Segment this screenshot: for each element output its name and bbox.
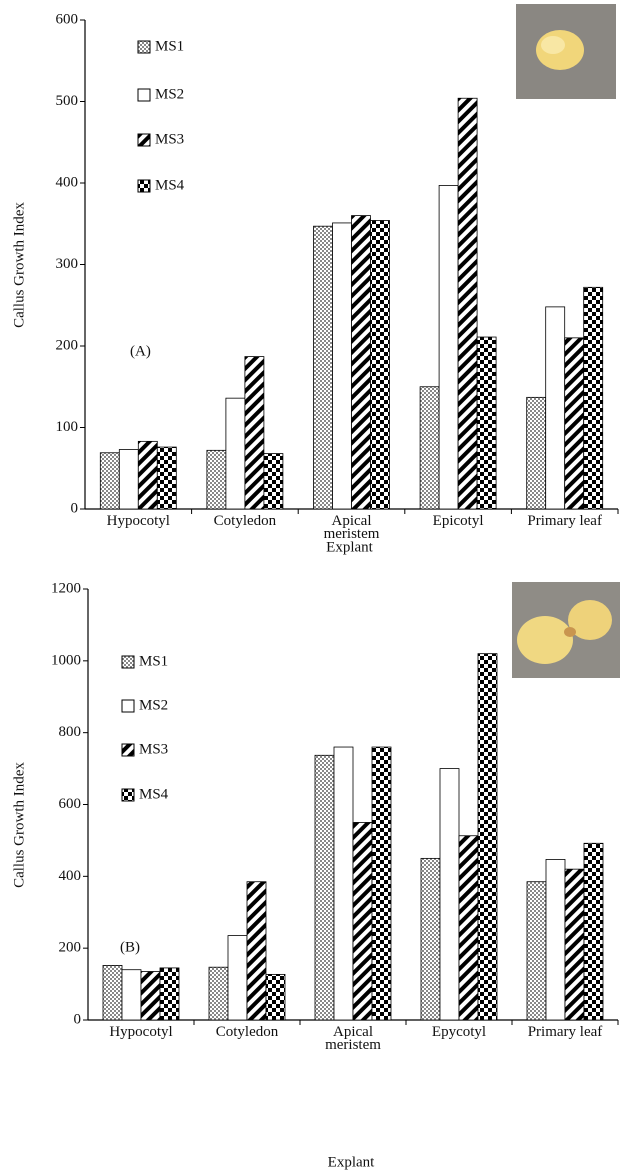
- bar: [353, 822, 372, 1020]
- bar: [371, 220, 390, 509]
- legend-swatch: [138, 89, 150, 101]
- y-tick-label: 500: [56, 93, 79, 109]
- x-tick-label: Hypocotyl: [92, 515, 184, 528]
- legend-label: MS1: [139, 653, 168, 669]
- y-tick-label: 0: [74, 1011, 82, 1027]
- y-tick-label: 400: [56, 174, 79, 190]
- y-tick-label: 600: [59, 796, 82, 812]
- x-axis-label: Explant: [328, 1154, 375, 1170]
- bar: [209, 967, 228, 1020]
- legend-label: MS3: [139, 741, 168, 757]
- x-tick-label: Primary leaf: [519, 1026, 611, 1039]
- annotation: (A): [130, 343, 151, 359]
- x-tick-label: Cotyledon: [199, 515, 291, 528]
- legend-swatch: [122, 700, 134, 712]
- bar: [157, 447, 176, 509]
- x-tick-label: Apical meristem: [307, 1026, 399, 1052]
- y-axis-label: Callus Growth Index: [11, 202, 27, 328]
- bar: [228, 936, 247, 1020]
- bar: [565, 869, 584, 1020]
- bar: [352, 216, 371, 509]
- bar: [103, 965, 122, 1020]
- bar: [459, 836, 478, 1020]
- bar: [266, 974, 285, 1020]
- legend-swatch: [138, 180, 150, 192]
- x-tick-label: Primary leaf: [519, 515, 611, 528]
- bar: [527, 882, 546, 1020]
- x-tick-label: Epycotyl: [413, 1026, 505, 1039]
- y-tick-label: 200: [56, 337, 79, 353]
- chart: 0 100 200 300 400 500 600 MS1 MS2 MS3 MS4 (A) Explan…: [0, 0, 626, 1173]
- figure: 0 100 200 300 400 500 600 MS1 MS2 MS3 MS4 (A) Explan…: [0, 0, 626, 1173]
- bar: [420, 387, 439, 509]
- bar: [141, 972, 160, 1020]
- bar: [421, 858, 440, 1020]
- bar: [207, 450, 226, 509]
- y-tick-label: 200: [59, 940, 82, 956]
- legend-label: MS2: [139, 697, 168, 713]
- bar: [314, 226, 333, 509]
- bar: [334, 747, 353, 1020]
- annotation: (B): [120, 939, 140, 955]
- bar: [439, 185, 458, 509]
- bar: [264, 454, 283, 509]
- legend-label: MS4: [139, 786, 169, 802]
- bar: [440, 769, 459, 1020]
- legend-swatch: [122, 656, 134, 668]
- x-tick-label: Epicotyl: [412, 515, 504, 528]
- y-tick-label: 1200: [51, 580, 81, 596]
- bar: [478, 654, 497, 1020]
- bar: [458, 98, 477, 509]
- y-tick-label: 300: [56, 256, 79, 272]
- bar: [160, 968, 179, 1020]
- bar: [565, 338, 584, 509]
- y-tick-label: 600: [56, 11, 79, 27]
- bar: [100, 453, 119, 509]
- y-tick-label: 400: [59, 868, 82, 884]
- x-tick-label: Hypocotyl: [95, 1026, 187, 1039]
- bar: [546, 307, 565, 509]
- legend-swatch: [138, 134, 150, 146]
- legend-swatch: [138, 41, 150, 53]
- bar: [372, 747, 391, 1020]
- bar: [122, 970, 141, 1020]
- y-axis-label: Callus Growth Index: [11, 762, 27, 888]
- bar: [527, 397, 546, 509]
- bar: [315, 755, 334, 1020]
- legend-label: MS1: [155, 38, 184, 54]
- bar: [119, 450, 138, 509]
- bar: [477, 337, 496, 509]
- bar: [584, 843, 603, 1020]
- y-tick-label: 0: [71, 500, 79, 516]
- legend-label: MS4: [155, 177, 185, 193]
- bar: [245, 357, 264, 509]
- bar: [226, 398, 245, 509]
- y-tick-label: 100: [56, 419, 79, 435]
- bar: [546, 859, 565, 1020]
- y-tick-label: 1000: [51, 652, 81, 668]
- y-tick-label: 800: [59, 724, 82, 740]
- legend-label: MS2: [155, 86, 184, 102]
- legend-swatch: [122, 744, 134, 756]
- legend-label: MS3: [155, 131, 184, 147]
- x-tick-label: Cotyledon: [201, 1026, 293, 1039]
- bar: [247, 882, 266, 1020]
- x-tick-label: Apical meristem: [306, 515, 398, 541]
- bar: [333, 223, 352, 509]
- bar: [584, 287, 603, 509]
- bar: [138, 441, 157, 509]
- legend-swatch: [122, 789, 134, 801]
